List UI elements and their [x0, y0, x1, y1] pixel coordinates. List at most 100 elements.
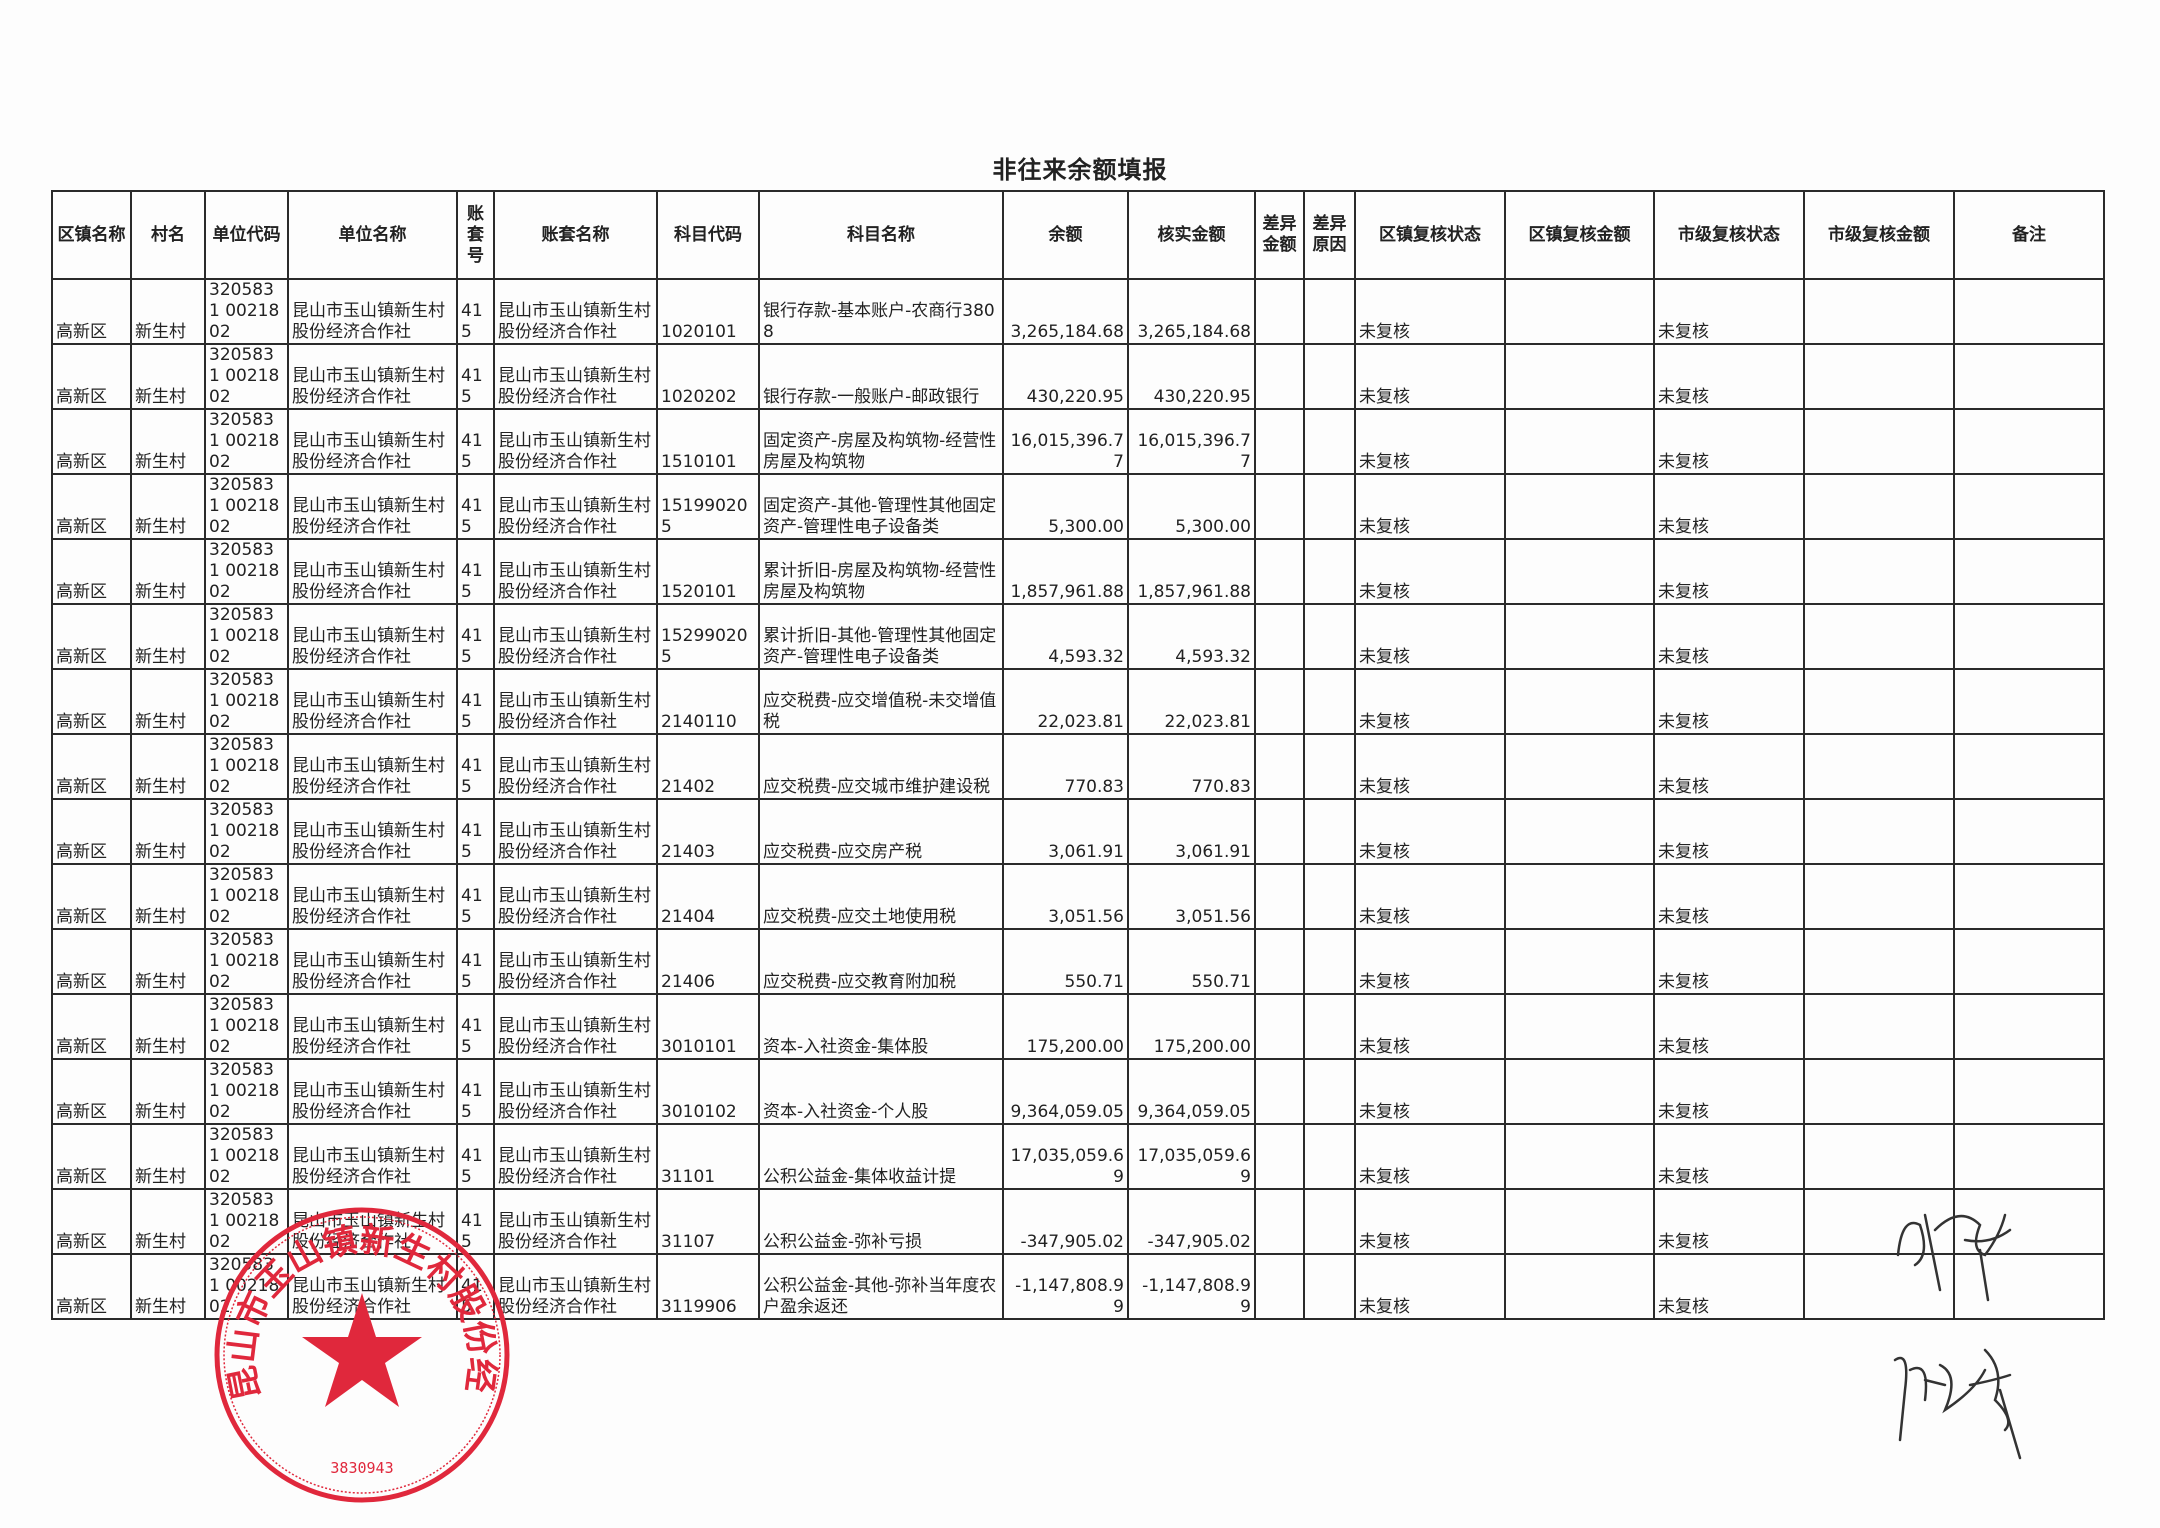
cell-remarks: [1953, 1188, 2105, 1255]
cell-diff-amount: [1254, 863, 1305, 930]
seal-number: 3830943: [330, 1459, 393, 1477]
table-row: 高新区 新生村 3205831 0021802 昆山市玉山镇新生村股份经济合作社 415…: [51, 733, 2105, 800]
cell-balance: -1,147,808.99: [1002, 1253, 1129, 1320]
cell-unit-name: 昆山市玉山镇新生村股份经济合作社: [287, 993, 458, 1060]
table-row: 高新区 新生村 3205831 0021802 昆山市玉山镇新生村股份经济合作社 415…: [51, 1253, 2105, 1320]
cell-district: 高新区: [51, 993, 132, 1060]
cell-diff-reason: [1303, 928, 1356, 995]
cell-ledger-no: 415: [456, 408, 495, 475]
cell-unit-name: 昆山市玉山镇新生村股份经济合作社: [287, 1188, 458, 1255]
table-row: 高新区 新生村 3205831 0021802 昆山市玉山镇新生村股份经济合作社 415…: [51, 993, 2105, 1060]
cell-subject-name: 固定资产-房屋及构筑物-经营性房屋及构筑物: [758, 408, 1004, 475]
cell-verified-amount: 3,051.56: [1127, 863, 1256, 930]
cell-village: 新生村: [130, 1253, 206, 1320]
cell-diff-amount: [1254, 993, 1305, 1060]
cell-diff-reason: [1303, 1253, 1356, 1320]
column-header-district-review-amount: 区镇复核金额: [1504, 190, 1655, 280]
cell-diff-reason: [1303, 863, 1356, 930]
cell-city-review-status: 未复核: [1653, 733, 1805, 800]
cell-city-review-status: 未复核: [1653, 1188, 1805, 1255]
cell-city-review-amount: [1803, 928, 1955, 995]
cell-district: 高新区: [51, 863, 132, 930]
column-header-ledger-no: 账套号: [456, 190, 495, 280]
cell-balance: 9,364,059.05: [1002, 1058, 1129, 1125]
cell-verified-amount: -347,905.02: [1127, 1188, 1256, 1255]
cell-subject-code: 1520101: [656, 538, 760, 605]
cell-city-review-status: 未复核: [1653, 408, 1805, 475]
cell-city-review-status: 未复核: [1653, 928, 1805, 995]
cell-city-review-amount: [1803, 863, 1955, 930]
cell-verified-amount: 22,023.81: [1127, 668, 1256, 735]
cell-village: 新生村: [130, 538, 206, 605]
cell-unit-code: 3205831 0021802: [204, 863, 289, 930]
cell-subject-name: 资本-入社资金-集体股: [758, 993, 1004, 1060]
cell-remarks: [1953, 1123, 2105, 1190]
cell-unit-name: 昆山市玉山镇新生村股份经济合作社: [287, 733, 458, 800]
cell-ledger-name: 昆山市玉山镇新生村股份经济合作社: [493, 343, 658, 410]
cell-ledger-name: 昆山市玉山镇新生村股份经济合作社: [493, 603, 658, 670]
cell-remarks: [1953, 1058, 2105, 1125]
cell-village: 新生村: [130, 1123, 206, 1190]
cell-district-review-status: 未复核: [1354, 473, 1506, 540]
cell-unit-code: 3205831 0021802: [204, 538, 289, 605]
cell-district-review-amount: [1504, 1058, 1655, 1125]
cell-subject-name: 累计折旧-其他-管理性其他固定资产-管理性电子设备类: [758, 603, 1004, 670]
cell-district-review-status: 未复核: [1354, 278, 1506, 345]
cell-ledger-name: 昆山市玉山镇新生村股份经济合作社: [493, 1123, 658, 1190]
cell-village: 新生村: [130, 278, 206, 345]
cell-unit-code: 3205831 0021802: [204, 408, 289, 475]
cell-ledger-name: 昆山市玉山镇新生村股份经济合作社: [493, 1058, 658, 1125]
cell-unit-name: 昆山市玉山镇新生村股份经济合作社: [287, 278, 458, 345]
cell-remarks: [1953, 408, 2105, 475]
column-header-balance: 余额: [1002, 190, 1129, 280]
cell-subject-code: 3119906: [656, 1253, 760, 1320]
cell-diff-reason: [1303, 343, 1356, 410]
cell-district: 高新区: [51, 1058, 132, 1125]
cell-subject-code: 152990205: [656, 603, 760, 670]
cell-unit-name: 昆山市玉山镇新生村股份经济合作社: [287, 863, 458, 930]
cell-city-review-amount: [1803, 733, 1955, 800]
cell-subject-name: 应交税费-应交增值税-未交增值税: [758, 668, 1004, 735]
cell-diff-amount: [1254, 603, 1305, 670]
cell-ledger-no: 415: [456, 863, 495, 930]
cell-balance: 3,061.91: [1002, 798, 1129, 865]
cell-diff-reason: [1303, 1123, 1356, 1190]
cell-remarks: [1953, 668, 2105, 735]
cell-district-review-amount: [1504, 538, 1655, 605]
cell-ledger-name: 昆山市玉山镇新生村股份经济合作社: [493, 928, 658, 995]
cell-balance: 4,593.32: [1002, 603, 1129, 670]
cell-remarks: [1953, 1253, 2105, 1320]
cell-district: 高新区: [51, 343, 132, 410]
cell-subject-name: 银行存款-一般账户-邮政银行: [758, 343, 1004, 410]
cell-ledger-no: 415: [456, 538, 495, 605]
cell-verified-amount: 5,300.00: [1127, 473, 1256, 540]
cell-diff-amount: [1254, 473, 1305, 540]
cell-subject-name: 公积公益金-弥补亏损: [758, 1188, 1004, 1255]
column-header-diff-amount: 差异金额: [1254, 190, 1305, 280]
cell-remarks: [1953, 343, 2105, 410]
cell-ledger-name: 昆山市玉山镇新生村股份经济合作社: [493, 1253, 658, 1320]
cell-balance: 16,015,396.77: [1002, 408, 1129, 475]
cell-district-review-amount: [1504, 278, 1655, 345]
cell-subject-name: 应交税费-应交教育附加税: [758, 928, 1004, 995]
cell-district: 高新区: [51, 1123, 132, 1190]
cell-diff-amount: [1254, 1253, 1305, 1320]
cell-diff-amount: [1254, 343, 1305, 410]
cell-subject-code: 31107: [656, 1188, 760, 1255]
cell-balance: 550.71: [1002, 928, 1129, 995]
cell-diff-reason: [1303, 668, 1356, 735]
cell-city-review-amount: [1803, 1123, 1955, 1190]
cell-verified-amount: 17,035,059.69: [1127, 1123, 1256, 1190]
cell-district-review-amount: [1504, 928, 1655, 995]
cell-ledger-no: 415: [456, 928, 495, 995]
cell-unit-name: 昆山市玉山镇新生村股份经济合作社: [287, 928, 458, 995]
cell-unit-code: 3205831 0021802: [204, 603, 289, 670]
cell-district-review-amount: [1504, 668, 1655, 735]
column-header-diff-reason: 差异原因: [1303, 190, 1356, 280]
cell-district: 高新区: [51, 603, 132, 670]
cell-ledger-name: 昆山市玉山镇新生村股份经济合作社: [493, 993, 658, 1060]
cell-district: 高新区: [51, 733, 132, 800]
table-row: 高新区 新生村 3205831 0021802 昆山市玉山镇新生村股份经济合作社 415…: [51, 1058, 2105, 1125]
cell-city-review-amount: [1803, 993, 1955, 1060]
cell-verified-amount: 16,015,396.77: [1127, 408, 1256, 475]
